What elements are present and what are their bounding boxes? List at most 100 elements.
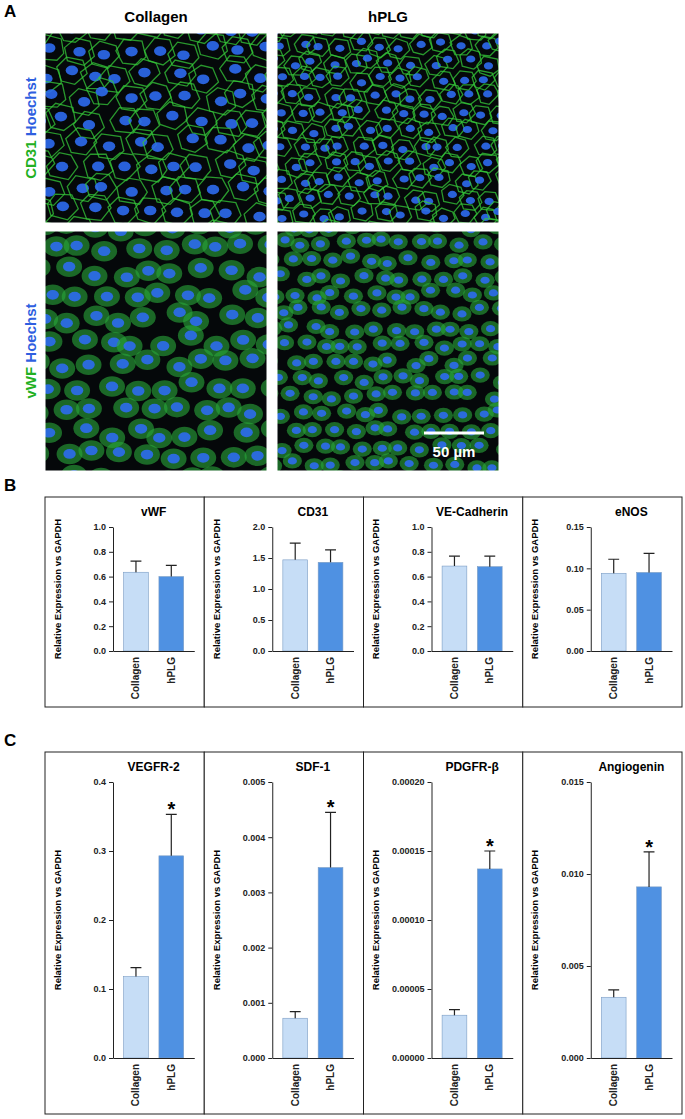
- cytoplasm-stain: [178, 325, 204, 346]
- cell-junction: [356, 48, 378, 68]
- cell-junction: [398, 151, 421, 171]
- significance-marker: *: [167, 798, 175, 820]
- cell-junction: [418, 122, 440, 142]
- nucleus: [333, 142, 342, 149]
- nucleus: [301, 143, 310, 150]
- nucleus: [362, 237, 371, 244]
- chart-frame: [523, 752, 682, 1114]
- nucleus: [371, 92, 380, 99]
- nucleus: [234, 89, 246, 99]
- nucleus: [353, 343, 362, 350]
- y-tick-mark: [109, 527, 113, 528]
- cell-junction: [285, 158, 307, 178]
- nucleus: [195, 354, 207, 364]
- x-tick: Collagen: [449, 1058, 460, 1106]
- x-tick: hPLG: [325, 651, 336, 684]
- nucleus: [405, 96, 414, 103]
- nucleus: [383, 425, 392, 432]
- cytoplasm-stain: [369, 403, 388, 418]
- nucleus: [338, 109, 347, 116]
- cytoplasm-stain: [240, 348, 266, 369]
- x-axis-line: [273, 651, 354, 652]
- nucleus: [358, 445, 367, 452]
- nucleus: [406, 293, 415, 300]
- cell-junction: [486, 202, 499, 221]
- cytoplasm-stain: [320, 324, 339, 339]
- cytoplasm-stain: [421, 255, 440, 270]
- cytoplasm-stain: [230, 378, 256, 399]
- nucleus: [135, 424, 147, 434]
- y-axis-line: [113, 528, 114, 652]
- chart-title: Angiogenin: [598, 760, 664, 774]
- y-tick: 0.05: [566, 605, 591, 615]
- nucleus: [252, 313, 264, 323]
- chart-frame: [523, 497, 682, 707]
- nucleus: [253, 212, 265, 222]
- cell-junction: [168, 42, 199, 68]
- nucleus: [331, 358, 340, 365]
- chart: 0.00.51.01.52.0Relative Expression vs GA…: [204, 497, 363, 707]
- cytoplasm-stain: [492, 301, 499, 316]
- nucleus: [132, 386, 144, 396]
- nucleus: [82, 360, 94, 370]
- chart-title: VE-Cadherin: [436, 505, 508, 519]
- nucleus: [483, 159, 492, 166]
- nucleus: [490, 396, 499, 403]
- cytoplasm-stain: [113, 397, 139, 418]
- cytoplasm-stain: [452, 306, 471, 321]
- y-tick-mark: [587, 610, 591, 611]
- cell-junction: [81, 194, 112, 220]
- nucleus: [179, 185, 191, 195]
- cell-junction: [136, 33, 167, 37]
- nucleus: [321, 443, 330, 450]
- cell-junction: [387, 38, 410, 58]
- y-tick-mark: [109, 577, 113, 578]
- cell-junction: [160, 33, 190, 38]
- nucleus: [316, 272, 325, 279]
- cytoplasm-stain: [453, 336, 472, 351]
- y-tick: 0.6: [93, 572, 113, 582]
- y-axis: 0.00.20.40.60.81.0: [412, 522, 432, 656]
- nucleus: [439, 412, 448, 419]
- cell-junction: [363, 184, 385, 203]
- error-bar: [131, 968, 142, 977]
- cell-junction: [116, 39, 146, 64]
- nucleus: [432, 143, 441, 150]
- error-bar-cap: [484, 556, 495, 557]
- cell-junction: [277, 209, 293, 223]
- cytoplasm-stain: [164, 397, 190, 418]
- nucleus: [357, 38, 366, 45]
- x-tick-label: Collagen: [449, 1064, 460, 1106]
- cytoplasm-stain: [144, 283, 170, 304]
- y-tick-mark: [428, 782, 432, 783]
- cytoplasm-stain: [179, 372, 205, 393]
- cell-junction: [347, 99, 369, 119]
- nucleus: [388, 389, 397, 396]
- nucleus: [342, 238, 351, 245]
- nucleus: [450, 461, 459, 468]
- nucleus: [352, 428, 361, 435]
- nucleus: [475, 177, 484, 184]
- nucleus: [368, 360, 377, 367]
- nucleus: [117, 206, 129, 216]
- cell-junction: [64, 217, 95, 223]
- cytoplasm-stain: [130, 307, 156, 328]
- error-bar-stem: [135, 561, 136, 572]
- cytoplasm-stain: [76, 354, 102, 375]
- y-tick-label: 1.0: [253, 584, 266, 594]
- cytoplasm-stain: [458, 252, 477, 267]
- nucleus: [80, 423, 92, 433]
- cytoplasm-stain: [126, 238, 152, 259]
- nucleus: [125, 93, 137, 103]
- nucleus: [366, 127, 375, 134]
- x-tick-label: hPLG: [325, 657, 336, 684]
- y-axis-line: [113, 783, 114, 1059]
- significance-marker: *: [327, 796, 335, 818]
- y-tick: 1.5: [253, 553, 273, 563]
- nucleus: [429, 462, 438, 469]
- cytoplasm-stain: [440, 322, 459, 337]
- nucleus: [424, 129, 433, 136]
- marks: [601, 852, 661, 1058]
- y-tick: 0.0: [93, 1053, 113, 1063]
- cell-junction: [294, 174, 317, 194]
